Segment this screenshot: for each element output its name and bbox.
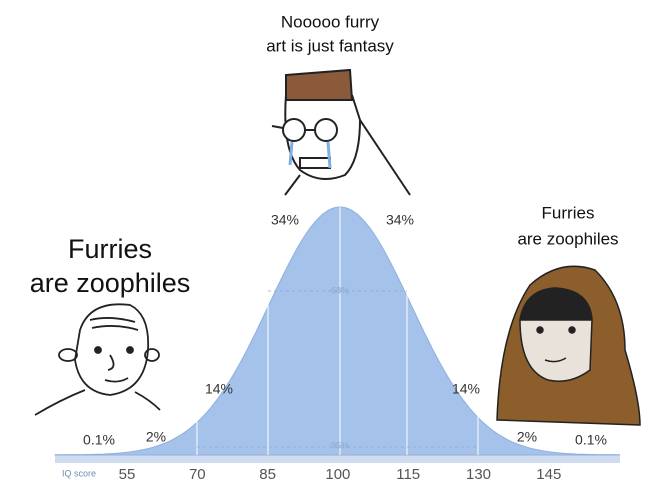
percent-label: 14% [452, 381, 480, 397]
caption-left: Furries [68, 234, 152, 264]
bell-curve [54, 206, 621, 456]
x-tick-label: 115 [396, 466, 420, 483]
percent-label: 14% [205, 381, 233, 397]
x-tick-label: 130 [466, 466, 491, 483]
caption-left: are zoophiles [30, 268, 191, 298]
caption-middle: Nooooo furry [281, 12, 380, 31]
x-tick-label: 55 [119, 466, 136, 483]
sigma-lines [196, 207, 479, 455]
percent-label: 34% [271, 212, 299, 228]
percent-label: 0.1% [575, 432, 607, 448]
x-tick-label: 85 [259, 466, 276, 483]
caption-middle: art is just fantasy [266, 36, 394, 55]
axis-strip [55, 454, 620, 463]
range-lines [197, 290, 478, 448]
caption-right: are zoophiles [517, 229, 618, 248]
hooded-character [496, 265, 641, 426]
percent-label: 34% [386, 212, 414, 228]
caption-right: Furries [542, 203, 595, 222]
percent-label: 0.1% [83, 432, 115, 448]
x-tick-label: 70 [189, 466, 206, 483]
x-tick-label: 100 [325, 466, 350, 483]
inner-label: 95% [331, 440, 349, 450]
x-tick-label: 145 [536, 466, 561, 483]
percent-label: 2% [146, 429, 166, 445]
axis-label: IQ score [62, 468, 96, 478]
crying-character [271, 68, 411, 196]
simple-character [34, 303, 161, 416]
percent-label: 2% [517, 429, 537, 445]
inner-label: 68% [331, 285, 349, 295]
